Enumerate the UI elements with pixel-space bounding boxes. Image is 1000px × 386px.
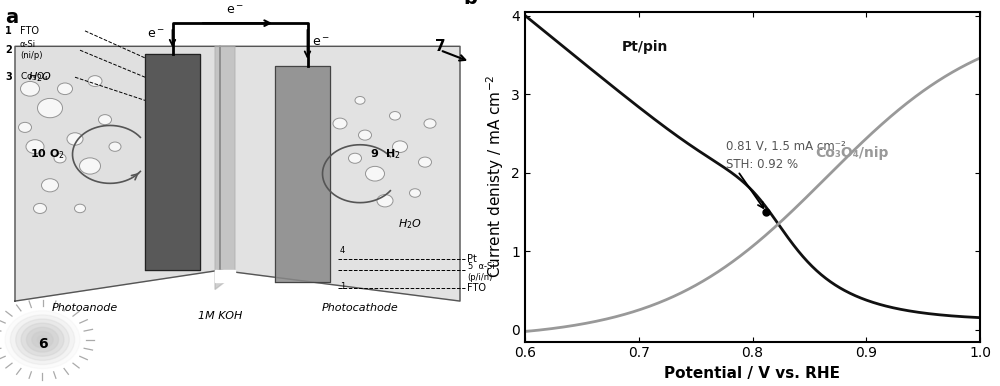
Circle shape (26, 140, 44, 154)
Circle shape (5, 311, 80, 369)
Circle shape (424, 119, 436, 128)
Circle shape (377, 195, 393, 207)
Circle shape (358, 130, 372, 140)
Text: H$_2$O: H$_2$O (28, 70, 52, 84)
Y-axis label: Current denisty / mA cm$^{-2}$: Current denisty / mA cm$^{-2}$ (484, 75, 506, 278)
Circle shape (26, 327, 59, 352)
Text: e$^-$: e$^-$ (226, 4, 244, 17)
Circle shape (98, 115, 112, 125)
X-axis label: Potential / V vs. RHE: Potential / V vs. RHE (664, 366, 840, 381)
Text: 9  H$_2$: 9 H$_2$ (370, 147, 401, 161)
Text: Photoanode: Photoanode (52, 303, 118, 313)
Circle shape (410, 189, 420, 197)
Text: 3: 3 (5, 72, 12, 82)
Text: b: b (464, 0, 477, 8)
Text: 0.81 V, 1.5 mA cm⁻²: 0.81 V, 1.5 mA cm⁻² (726, 140, 846, 153)
Circle shape (16, 319, 69, 361)
Circle shape (80, 158, 100, 174)
Text: Pt/pin: Pt/pin (622, 40, 668, 54)
Circle shape (349, 153, 362, 163)
Text: a: a (5, 8, 18, 27)
Circle shape (88, 76, 102, 86)
Circle shape (42, 179, 58, 192)
Circle shape (37, 335, 48, 344)
Text: 1M KOH: 1M KOH (198, 311, 242, 321)
Circle shape (390, 112, 400, 120)
Polygon shape (275, 66, 330, 282)
Circle shape (10, 315, 75, 364)
Circle shape (34, 203, 46, 213)
Text: 1: 1 (340, 283, 345, 291)
Circle shape (333, 118, 347, 129)
Circle shape (67, 133, 83, 145)
Polygon shape (215, 270, 235, 282)
Circle shape (366, 166, 384, 181)
Circle shape (20, 81, 40, 96)
Text: Co$_3$O$_4$: Co$_3$O$_4$ (20, 71, 49, 83)
Text: H$_2$O: H$_2$O (398, 217, 422, 231)
Polygon shape (215, 46, 235, 290)
Circle shape (74, 204, 86, 213)
Text: 1: 1 (5, 26, 12, 36)
Circle shape (32, 332, 53, 348)
Text: Co₃O₄/nip: Co₃O₄/nip (815, 146, 888, 160)
Text: 2: 2 (5, 45, 12, 55)
Circle shape (58, 83, 72, 95)
Text: STH: 0.92 %: STH: 0.92 % (726, 158, 798, 171)
Circle shape (109, 142, 121, 151)
Text: 4: 4 (340, 246, 345, 255)
Circle shape (38, 98, 62, 118)
Text: FTO: FTO (20, 26, 39, 36)
Circle shape (54, 154, 66, 163)
Polygon shape (220, 46, 460, 301)
Text: 5  α-Si
(p/i/n): 5 α-Si (p/i/n) (468, 262, 494, 282)
Text: e$^-$: e$^-$ (147, 28, 165, 41)
Text: 10 O$_2$: 10 O$_2$ (30, 147, 65, 161)
Circle shape (18, 122, 32, 132)
Polygon shape (145, 54, 200, 270)
Text: α-Si
(ni/p): α-Si (ni/p) (20, 41, 42, 60)
Text: FTO: FTO (468, 283, 486, 293)
Circle shape (21, 323, 64, 356)
Circle shape (418, 157, 432, 167)
Text: Pt: Pt (468, 254, 477, 264)
Circle shape (392, 141, 408, 152)
Text: 6: 6 (38, 337, 47, 350)
Text: Photocathode: Photocathode (322, 303, 398, 313)
Circle shape (355, 96, 365, 104)
Text: 7: 7 (435, 39, 445, 54)
Text: e$^-$: e$^-$ (312, 36, 330, 49)
Polygon shape (15, 46, 220, 301)
